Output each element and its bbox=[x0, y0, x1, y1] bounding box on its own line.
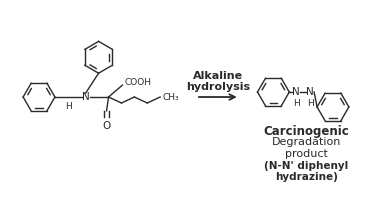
Text: H: H bbox=[307, 99, 314, 108]
Text: H: H bbox=[293, 99, 300, 108]
Text: O: O bbox=[103, 121, 111, 131]
Text: Alkaline: Alkaline bbox=[193, 71, 243, 81]
Text: COOH: COOH bbox=[125, 78, 151, 87]
Text: hydrolysis: hydrolysis bbox=[186, 82, 250, 92]
Text: H: H bbox=[65, 102, 72, 111]
Text: N: N bbox=[82, 92, 90, 102]
Text: Carcinogenic: Carcinogenic bbox=[263, 125, 349, 138]
Text: CH₃: CH₃ bbox=[162, 93, 179, 102]
Text: N: N bbox=[306, 87, 314, 97]
Text: N: N bbox=[292, 87, 300, 97]
Text: product: product bbox=[285, 149, 327, 159]
Text: hydrazine): hydrazine) bbox=[275, 172, 338, 182]
Text: Degradation: Degradation bbox=[272, 137, 341, 147]
Text: (N-N' diphenyl: (N-N' diphenyl bbox=[264, 161, 348, 171]
